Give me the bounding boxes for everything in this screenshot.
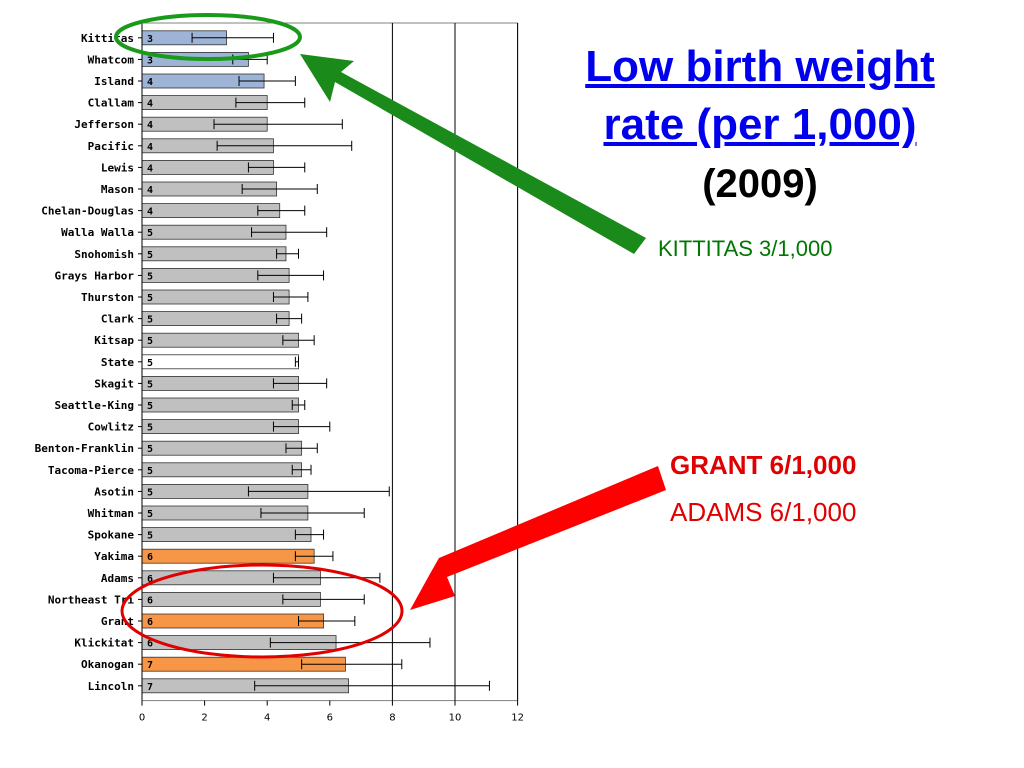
county-label: Whitman xyxy=(88,507,134,520)
x-tick-label: 12 xyxy=(511,713,524,724)
bar-value-label: 5 xyxy=(147,444,153,455)
county-label: Grant xyxy=(101,615,134,628)
title-year: (2009) xyxy=(702,162,818,206)
county-label: Snohomish xyxy=(74,248,134,261)
x-tick-label: 0 xyxy=(139,713,145,724)
county-label: State xyxy=(101,356,134,369)
county-label: Kitsap xyxy=(94,334,134,347)
county-label: Seattle-King xyxy=(55,399,134,412)
data-bar xyxy=(141,246,287,262)
county-label: Kittitas xyxy=(81,32,134,45)
county-label: Cowlitz xyxy=(88,421,134,434)
county-label: Spokane xyxy=(88,529,135,542)
data-bar xyxy=(141,440,303,456)
kittitas-annotation: KITTITAS 3/1,000 xyxy=(658,236,833,261)
county-label: Skagit xyxy=(94,377,134,390)
bar-value-label: 4 xyxy=(147,163,153,174)
grant-annotation: GRANT 6/1,000 xyxy=(670,450,857,480)
bar-value-label: 4 xyxy=(147,207,153,218)
county-label: Yakima xyxy=(94,550,134,563)
bar-value-label: 4 xyxy=(147,99,153,110)
axis-layer: Kittitas Whatcom Island Clallam Jefferson Pac… xyxy=(35,23,524,724)
title-line-2[interactable]: rate (per 1,000) xyxy=(603,100,917,149)
bar-value-label: 5 xyxy=(147,379,153,390)
county-label: Lincoln xyxy=(88,680,134,693)
x-tick-label: 4 xyxy=(264,713,270,724)
bar-value-label: 5 xyxy=(147,228,153,239)
bar-value-label: 7 xyxy=(147,682,153,693)
bar-value-label: 5 xyxy=(147,293,153,304)
county-label: Asotin xyxy=(94,485,134,498)
bar-value-label: 5 xyxy=(147,423,153,434)
bar-value-label: 5 xyxy=(147,336,153,347)
x-tick-label: 2 xyxy=(201,713,207,724)
county-label: Chelan-Douglas xyxy=(41,205,134,218)
data-bar xyxy=(141,332,299,348)
county-label: Clark xyxy=(101,313,134,326)
bar-value-label: 4 xyxy=(147,142,153,153)
bar-value-label: 5 xyxy=(147,250,153,261)
data-bar xyxy=(141,289,290,305)
bar-value-label: 6 xyxy=(147,639,153,650)
county-label: Whatcom xyxy=(88,53,135,66)
county-label: Walla Walla xyxy=(61,226,134,239)
bar-value-label: 4 xyxy=(147,77,153,88)
county-label: Klickitat xyxy=(74,637,134,650)
county-label: Thurston xyxy=(81,291,134,304)
bar-value-label: 7 xyxy=(147,660,153,671)
bars-layer: 3 3 4 4 4 4 4 4 4 5 5 5 5 5 5 5 5 5 5 5 5 5 5 5 6 6 6 6 6 7 7 xyxy=(141,30,490,694)
bar-value-label: 6 xyxy=(147,617,153,628)
county-label: Island xyxy=(94,75,134,88)
bar-value-label: 5 xyxy=(147,401,153,412)
data-bar xyxy=(141,462,303,478)
title-line-1[interactable]: Low birth weight xyxy=(585,42,935,91)
bar-value-label: 6 xyxy=(147,574,153,585)
bar-value-label: 5 xyxy=(147,509,153,520)
bar-value-label: 6 xyxy=(147,595,153,606)
county-label: Benton-Franklin xyxy=(35,442,134,455)
bar-value-label: 5 xyxy=(147,531,153,542)
data-bar xyxy=(141,613,324,629)
county-label: Northeast Tri xyxy=(48,593,134,606)
county-label: Clallam xyxy=(88,97,135,110)
data-bar xyxy=(141,311,290,327)
county-label: Tacoma-Pierce xyxy=(48,464,134,477)
county-label: Grays Harbor xyxy=(55,269,135,282)
bar-value-label: 4 xyxy=(147,185,153,196)
bar-value-label: 6 xyxy=(147,552,153,563)
adams-annotation: ADAMS 6/1,000 xyxy=(670,497,857,527)
bar-value-label: 5 xyxy=(147,315,153,326)
data-bar xyxy=(141,548,315,564)
county-label: Adams xyxy=(101,572,134,585)
bar-value-label: 3 xyxy=(147,34,153,45)
slide-title: Low birth weight rate (per 1,000) (2009) xyxy=(540,38,980,210)
county-label: Pacific xyxy=(88,140,134,153)
x-tick-label: 10 xyxy=(449,713,462,724)
x-tick-label: 8 xyxy=(389,713,395,724)
bar-value-label: 5 xyxy=(147,466,153,477)
data-bar xyxy=(141,397,299,413)
x-tick-label: 6 xyxy=(327,713,333,724)
bar-value-label: 5 xyxy=(147,487,153,498)
data-bar xyxy=(141,354,299,370)
data-bar xyxy=(141,527,312,542)
bar-value-label: 5 xyxy=(147,358,153,369)
county-label: Okanogan xyxy=(81,658,134,671)
county-label: Mason xyxy=(101,183,134,196)
bar-value-label: 5 xyxy=(147,271,153,282)
county-label: Lewis xyxy=(101,161,134,174)
bar-value-label: 4 xyxy=(147,120,153,131)
county-label: Jefferson xyxy=(74,118,134,131)
bar-value-label: 3 xyxy=(147,55,153,66)
